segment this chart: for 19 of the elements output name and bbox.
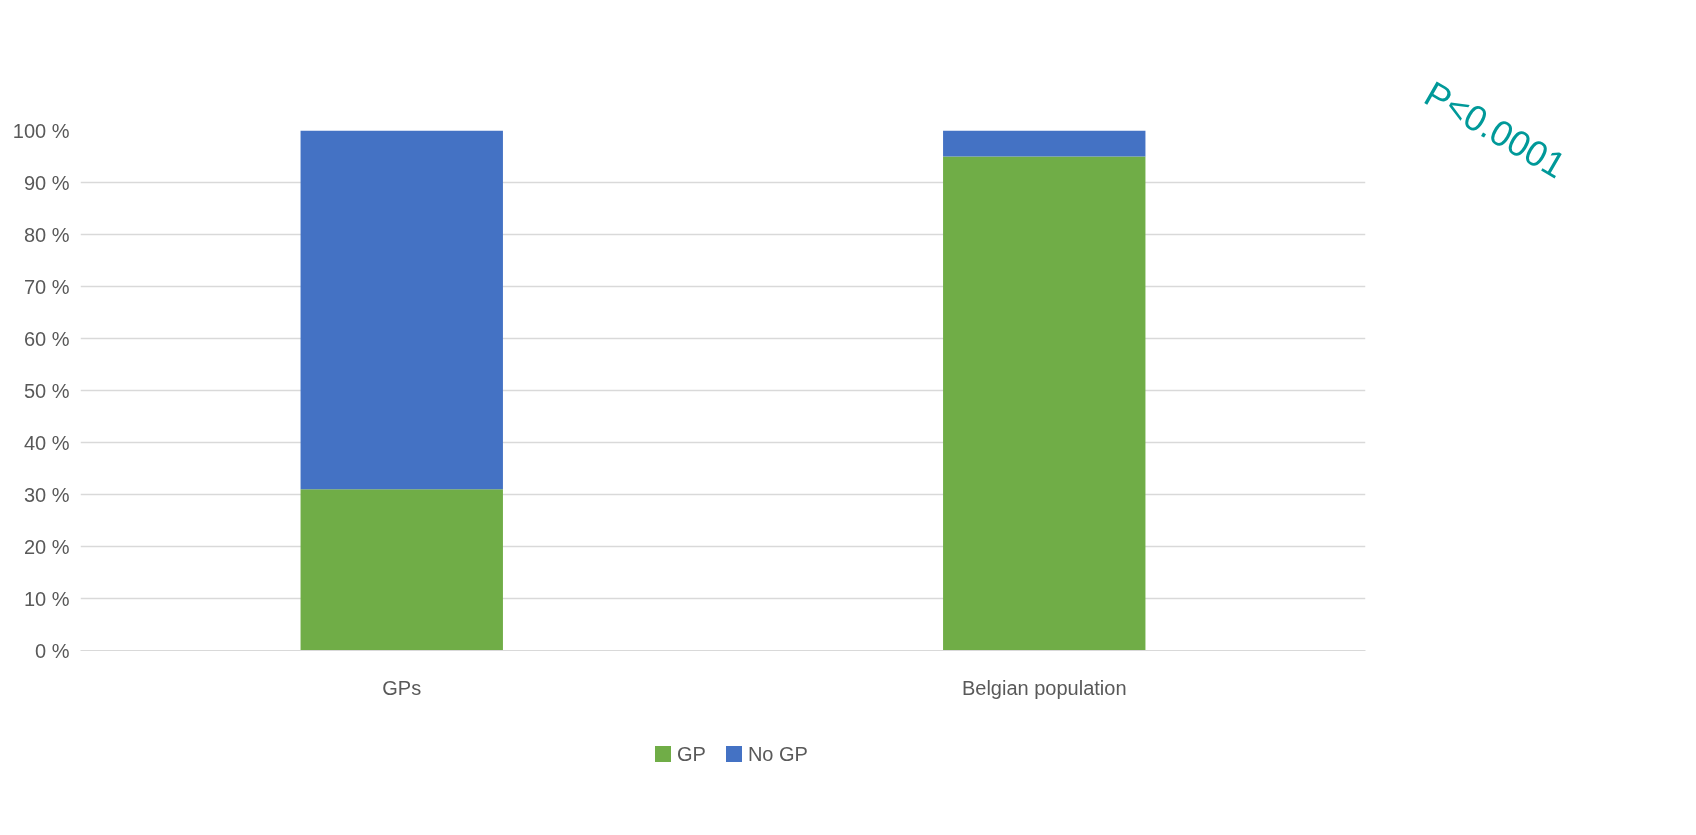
y-tick-label: 10 % — [23, 587, 70, 610]
legend-label: No GP — [746, 742, 808, 767]
x-tick-label: Belgian population — [961, 676, 1127, 699]
bar — [300, 130, 503, 490]
y-tick-label: 30 % — [23, 483, 70, 506]
x-tick-label: GPs — [382, 676, 422, 699]
y-tick-label: 100 % — [12, 119, 70, 142]
y-tick-label: 80 % — [23, 223, 70, 246]
y-tick-label: 70 % — [23, 275, 70, 298]
y-tick-label: 50 % — [23, 379, 70, 402]
y-tick-label: 0 % — [35, 639, 70, 662]
legend-label: GP — [676, 742, 706, 767]
bar — [943, 130, 1146, 157]
y-tick-label: 40 % — [23, 431, 70, 454]
bar — [300, 489, 503, 651]
y-tick-label: 90 % — [23, 171, 70, 194]
y-tick-label: 60 % — [23, 327, 70, 350]
bar — [943, 156, 1146, 651]
y-tick-label: 20 % — [23, 535, 70, 558]
